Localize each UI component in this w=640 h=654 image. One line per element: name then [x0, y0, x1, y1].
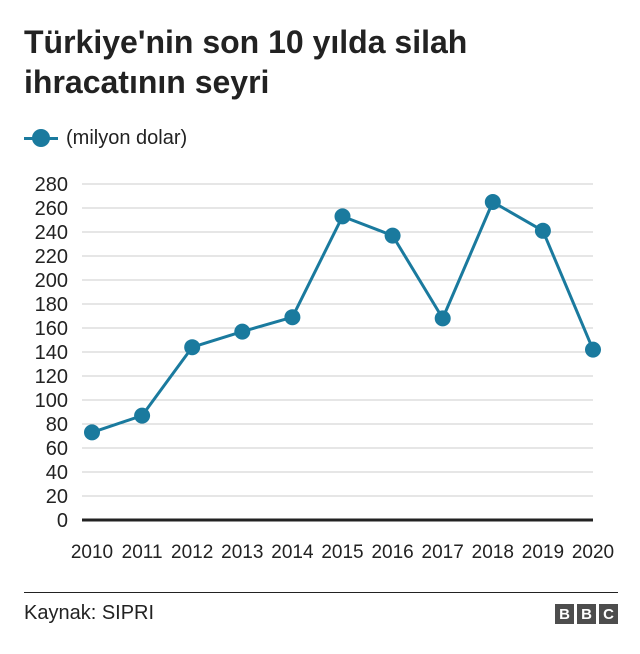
data-point	[384, 227, 401, 244]
y-tick-label: 0	[57, 510, 68, 532]
data-point	[484, 194, 501, 210]
data-point	[84, 424, 100, 441]
x-tick-label: 2015	[321, 542, 363, 563]
x-tick-label: 2014	[271, 542, 314, 563]
chart-title: Türkiye'nin son 10 yılda silah ihracatın…	[24, 24, 468, 100]
y-tick-label: 100	[35, 390, 68, 412]
series-line	[91, 200, 595, 434]
y-tick-label: 160	[35, 318, 68, 340]
y-tick-label: 40	[46, 462, 68, 484]
x-tick-label: 2016	[371, 542, 413, 563]
source-note: Kaynak: SIPRI	[24, 602, 155, 624]
y-tick-label: 280	[35, 174, 68, 196]
data-point	[334, 208, 351, 225]
data-point	[534, 222, 551, 239]
y-tick-label: 220	[35, 246, 68, 268]
logo-letter: B	[555, 604, 574, 624]
legend-line-marker-icon	[24, 125, 58, 151]
logo-letter: B	[577, 604, 596, 624]
data-point	[134, 407, 151, 424]
y-tick-label: 60	[46, 438, 68, 460]
legend: (milyon dolar)	[24, 125, 187, 151]
legend-label: (milyon dolar)	[66, 126, 188, 149]
data-points	[84, 194, 601, 441]
y-tick-label: 200	[35, 270, 68, 292]
x-tick-label: 2019	[522, 542, 564, 563]
x-tick-label: 2020	[572, 542, 614, 563]
data-point	[184, 339, 201, 356]
data-point	[585, 341, 601, 358]
x-tick-label: 2011	[122, 542, 163, 563]
data-point	[234, 323, 251, 340]
y-tick-label: 20	[46, 486, 68, 508]
x-tick-label: 2013	[221, 542, 263, 563]
x-axis-tick-labels: 2010 2011 2012 2013 2014 2015 2016 2017 2018 2019…	[71, 542, 614, 563]
data-point	[284, 309, 301, 326]
x-tick-label: 2012	[171, 542, 213, 563]
y-tick-label: 120	[35, 366, 68, 388]
y-tick-label: 80	[46, 414, 68, 436]
data-point	[434, 310, 451, 327]
x-tick-label: 2018	[472, 542, 514, 563]
y-tick-label: 180	[35, 294, 68, 316]
line-chart: 020406080100120140160180200220240260280 …	[35, 174, 615, 563]
logo-letter: C	[599, 604, 618, 624]
x-tick-label: 2017	[422, 542, 464, 563]
grid-lines	[82, 183, 593, 497]
footer-divider	[24, 592, 618, 593]
bbc-logo: B B C	[555, 604, 618, 624]
legend-dot	[32, 129, 50, 147]
x-tick-label: 2010	[71, 542, 113, 563]
y-tick-label: 140	[35, 342, 68, 364]
y-tick-label: 240	[35, 222, 68, 244]
y-tick-label: 260	[35, 198, 68, 220]
